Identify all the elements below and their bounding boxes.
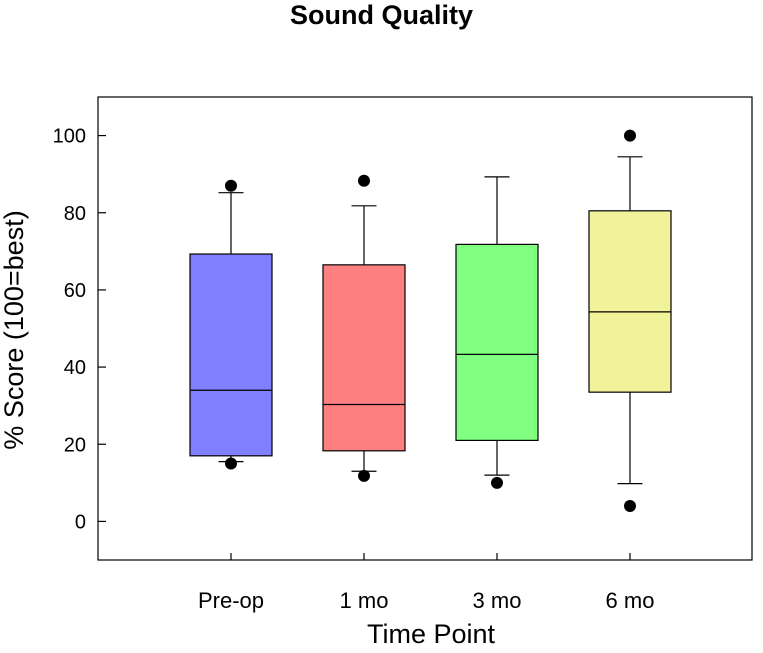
chart-title: Sound Quality [289, 0, 473, 30]
box-body [322, 264, 406, 452]
x-axis-label: Time Point [367, 619, 496, 649]
outlier-point [624, 129, 636, 142]
outlier-point [624, 499, 636, 512]
y-tick-label: 0 [75, 511, 86, 533]
x-tick-label: 1 mo [340, 588, 389, 613]
box-6-mo [588, 129, 672, 512]
y-axis: 0 20 40 60 80 100 [53, 126, 106, 533]
outlier-point [491, 476, 503, 489]
outlier-point [225, 179, 237, 192]
y-axis-label: % Score (100=best) [0, 210, 29, 449]
outlier-point [358, 469, 370, 482]
y-tick-label: 100 [53, 126, 86, 148]
outlier-point [358, 174, 370, 187]
y-tick-label: 80 [64, 203, 86, 225]
box-body [189, 253, 273, 457]
box-pre-op [189, 179, 273, 470]
x-tick-label: 3 mo [473, 588, 522, 613]
box-1-mo [322, 174, 406, 482]
y-tick-label: 20 [64, 434, 86, 456]
box-3-mo [455, 176, 539, 489]
plot-frame [97, 96, 753, 561]
y-tick-label: 60 [64, 280, 86, 302]
box-body [455, 243, 539, 441]
x-tick-label: 6 mo [606, 588, 655, 613]
box-body [588, 210, 672, 393]
boxes-group [189, 129, 672, 512]
x-axis: Pre-op 1 mo 3 mo 6 mo [198, 553, 654, 613]
outlier-point [225, 457, 237, 470]
y-tick-label: 40 [64, 357, 86, 379]
x-tick-label: Pre-op [198, 588, 264, 613]
